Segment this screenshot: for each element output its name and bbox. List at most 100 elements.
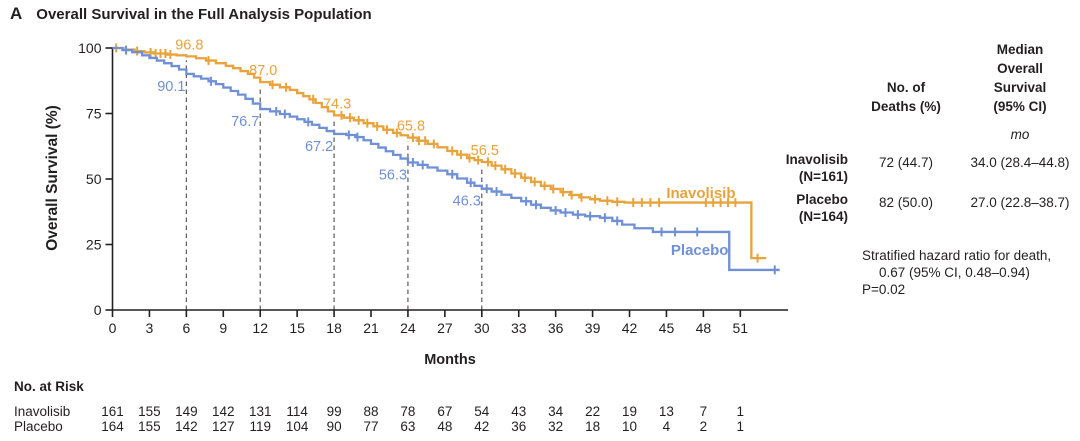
text-line: No. of (886, 80, 926, 95)
curve-label-placebo: Placebo (671, 242, 729, 259)
risk-value: 63 (400, 419, 416, 434)
x-tick-label: 30 (474, 320, 490, 336)
risk-value: 88 (363, 404, 379, 419)
pct-annotation-inavolisib: 87.0 (249, 63, 277, 79)
risk-value: 131 (248, 404, 272, 419)
pct-annotation-placebo: 67.2 (305, 139, 333, 155)
x-tick-label: 3 (146, 320, 154, 336)
risk-value: 1 (736, 419, 745, 434)
panel-letter: A (10, 4, 23, 23)
risk-table-title: No. at Risk (14, 379, 84, 394)
figure-title-text: Overall Survival in the Full Analysis Po… (36, 6, 372, 23)
x-tick-label: 21 (363, 320, 379, 336)
risk-value: 142 (175, 419, 198, 434)
x-tick-label: 42 (622, 320, 638, 336)
risk-value: 1 (736, 404, 745, 419)
survival-curve-placebo (112, 46, 780, 272)
risk-value: 13 (658, 404, 674, 419)
risk-value: 155 (138, 404, 161, 419)
deaths-value-placebo: 82 (50.0) (878, 195, 934, 210)
x-tick-label: 36 (548, 320, 564, 336)
deaths-value-inavolisib: 72 (44.7) (878, 155, 934, 170)
pct-annotation-placebo: 46.3 (453, 194, 481, 210)
risk-value: 10 (622, 419, 638, 434)
hazard-ratio-note: Stratified hazard ratio for death, 0.67 (… (862, 247, 1080, 298)
pct-annotation-placebo: 90.1 (157, 79, 185, 95)
text-line: Stratified hazard ratio for death, (862, 248, 1052, 263)
stats-row-label-placebo: Placebo (N=164) (754, 192, 848, 225)
x-tick-label: 27 (437, 320, 453, 336)
text-line: (N=161) (798, 168, 848, 184)
text-line: P=0.02 (862, 282, 906, 297)
risk-value: 155 (138, 419, 161, 434)
pct-annotation-inavolisib: 74.3 (323, 96, 351, 112)
y-tick-label: 75 (86, 106, 102, 122)
y-tick-label: 100 (78, 40, 102, 56)
risk-value: 99 (326, 404, 342, 419)
risk-value: 2 (699, 419, 708, 434)
text-line: Deaths (%) (871, 99, 941, 114)
y-axis-title: Overall Survival (%) (44, 105, 61, 251)
x-tick-label: 18 (326, 320, 342, 336)
risk-value: 149 (175, 404, 198, 419)
x-tick-label: 15 (289, 320, 305, 336)
risk-value: 78 (400, 404, 416, 419)
risk-value: 34 (548, 404, 564, 419)
curve-label-inavolisib: Inavolisib (666, 185, 735, 202)
risk-value: 104 (285, 419, 309, 434)
risk-value: 161 (101, 404, 124, 419)
text-line: (95% CI) (993, 99, 1047, 114)
risk-value: 43 (511, 404, 527, 419)
risk-value: 142 (212, 404, 235, 419)
risk-value: 67 (437, 404, 453, 419)
text-line: Median (996, 42, 1044, 57)
text-line: Overall (997, 61, 1043, 76)
risk-value: 164 (101, 419, 124, 434)
pct-annotation-inavolisib: 56.5 (471, 143, 499, 159)
text-line: (N=164) (798, 208, 848, 224)
pct-annotation-inavolisib: 96.8 (175, 37, 203, 53)
deaths-column-header: No. of Deaths (%) (858, 78, 954, 116)
risk-value: 48 (437, 419, 453, 434)
text-line: 0.67 (95% CI, 0.48–0.94) (879, 265, 1030, 280)
y-tick-label: 25 (86, 237, 102, 253)
risk-value: 36 (511, 419, 527, 434)
median-value-placebo: 27.0 (22.8–38.7) (970, 195, 1070, 210)
risk-value: 22 (585, 404, 601, 419)
median-column-header: Median Overall Survival (95% CI) (950, 40, 1080, 116)
x-tick-label: 51 (733, 320, 749, 336)
stats-row-label-inavolisib: Inavolisib (N=161) (754, 152, 848, 185)
survival-curve-inavolisib (112, 46, 767, 260)
y-tick-label: 0 (94, 302, 102, 318)
risk-value: 32 (548, 419, 564, 434)
x-tick-label: 12 (252, 320, 268, 336)
risk-value: 54 (474, 404, 490, 419)
x-tick-label: 9 (219, 320, 227, 336)
x-axis-title: Months (424, 352, 476, 368)
risk-value: 90 (326, 419, 342, 434)
x-tick-label: 33 (511, 320, 527, 336)
risk-row-label-placebo: Placebo (14, 419, 63, 434)
x-tick-label: 45 (659, 320, 675, 336)
x-tick-label: 39 (585, 320, 601, 336)
x-tick-label: 24 (400, 320, 416, 336)
text-line: Inavolisib (785, 152, 848, 167)
risk-value: 7 (699, 404, 708, 419)
x-tick-label: 0 (109, 320, 117, 336)
risk-row-label-inavolisib: Inavolisib (14, 404, 71, 419)
pct-annotation-placebo: 76.7 (231, 114, 259, 130)
pct-annotation-inavolisib: 65.8 (397, 119, 425, 135)
figure-title: A Overall Survival in the Full Analysis … (10, 4, 372, 24)
risk-value: 18 (585, 419, 601, 434)
median-unit-label: mo (1010, 127, 1030, 142)
text-line: Survival (993, 80, 1047, 95)
risk-value: 119 (249, 419, 271, 434)
risk-value: 19 (622, 404, 638, 419)
x-tick-label: 48 (696, 320, 712, 336)
x-tick-label: 6 (182, 320, 190, 336)
risk-value: 42 (474, 419, 490, 434)
